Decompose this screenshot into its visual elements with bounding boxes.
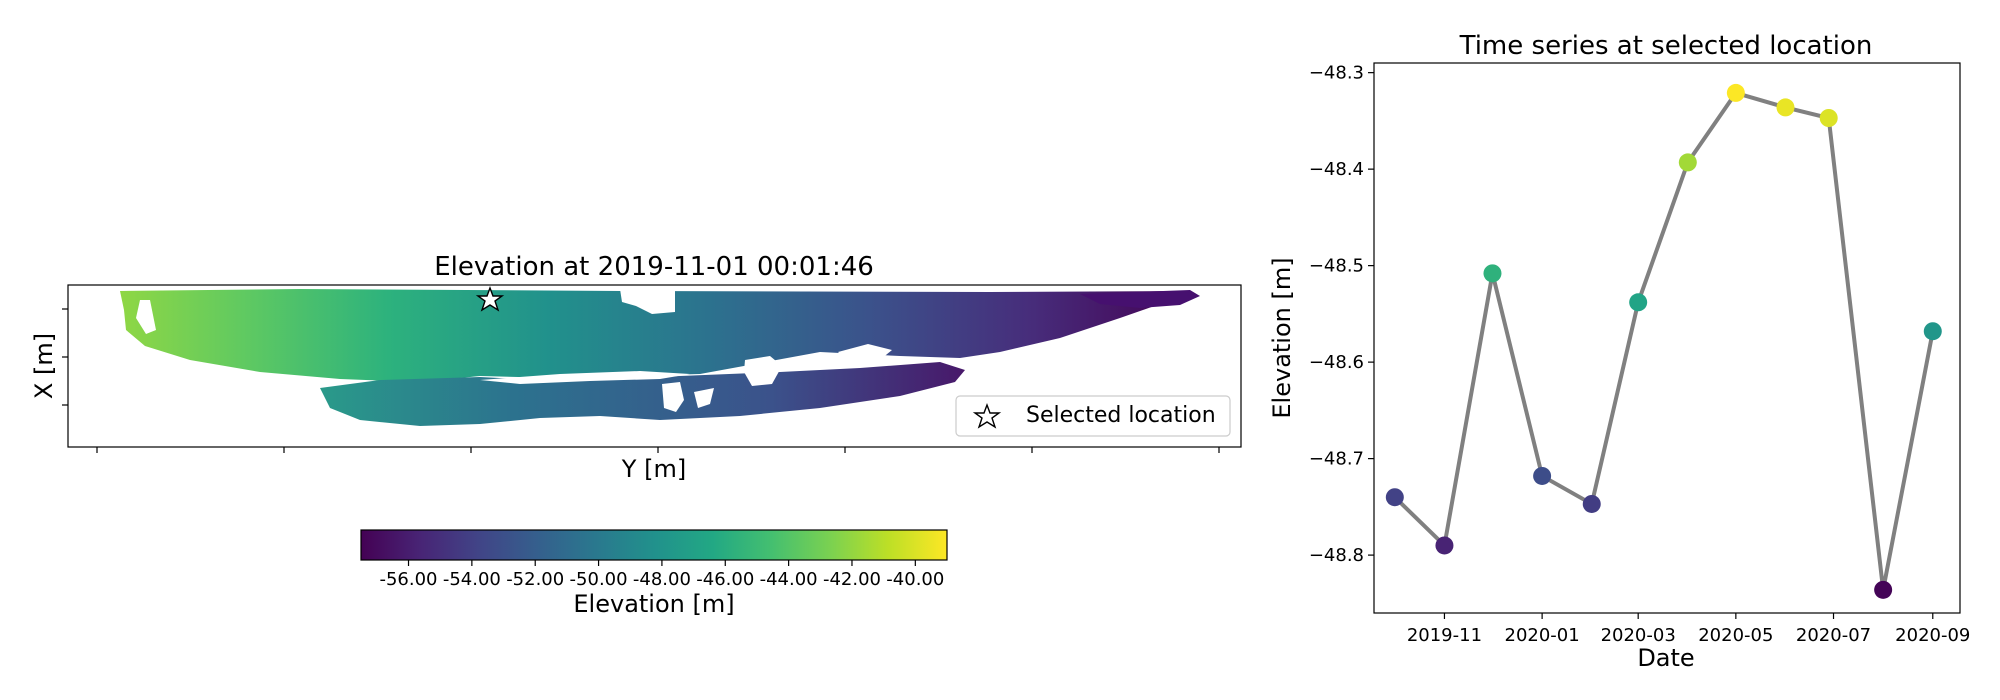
raster-lower-body <box>320 362 965 426</box>
raster-upper-body <box>120 289 1190 382</box>
ts-point <box>1776 98 1795 117</box>
raster-gap-b <box>838 344 892 364</box>
ts-y-tick-label: −48.8 <box>1309 545 1364 566</box>
ts-xlabel: Date <box>1637 644 1694 672</box>
map-legend: Selected location <box>955 395 1231 437</box>
elevation-raster <box>120 289 1200 426</box>
raster-gap-left <box>136 300 156 334</box>
elevation-map-panel: Elevation at 2019-11-01 00:01:46 <box>30 252 1242 618</box>
colorbar: -56.00 -54.00 -52.00 -50.00 -48.00 -46.00 -44.… <box>360 529 948 618</box>
colorbar-tick-label: -50.00 <box>570 569 628 590</box>
raster-gap-d <box>694 388 714 408</box>
map-ticks <box>62 308 1220 453</box>
map-ylabel: X [m] <box>30 333 58 399</box>
ts-x-ticks: 2019-11 2020-01 2020-03 2020-05 2020-07 2020-… <box>1407 613 1970 646</box>
ts-x-tick-label: 2020-01 <box>1505 625 1580 646</box>
colorbar-tick-label: -54.00 <box>443 569 501 590</box>
colorbar-ticks: -56.00 -54.00 -52.00 -50.00 -48.00 -46.00 -44.… <box>379 560 944 590</box>
colorbar-tick-label: -56.00 <box>379 569 437 590</box>
legend-star-icon <box>972 403 1002 429</box>
raster-gap-c <box>662 382 684 412</box>
raster-gap-channel <box>480 371 690 384</box>
ts-series-line <box>1393 90 1935 591</box>
ts-point <box>1819 109 1838 127</box>
colorbar-tick-label: -48.00 <box>633 569 691 590</box>
ts-y-tick-label: −48.6 <box>1309 352 1364 373</box>
ts-point <box>1582 494 1601 513</box>
ts-x-tick-label: 2020-09 <box>1895 625 1970 646</box>
timeseries-panel: Time series at selected location −48.3−4… <box>1268 31 1970 672</box>
ts-y-tick-label: −48.7 <box>1309 449 1364 470</box>
colorbar-gradient <box>360 529 948 561</box>
colorbar-tick-label: -44.00 <box>760 569 818 590</box>
colorbar-tick-label: -46.00 <box>696 569 754 590</box>
colorbar-tick-label: -52.00 <box>506 569 564 590</box>
map-xlabel: Y [m] <box>621 455 686 483</box>
raster-gap-a <box>744 356 782 386</box>
colorbar-tick-label: -42.00 <box>823 569 881 590</box>
ts-title: Time series at selected location <box>1459 31 1873 61</box>
ts-y-tick-label: −48.4 <box>1309 159 1364 180</box>
ts-point <box>1629 293 1648 312</box>
colorbar-tick-label: -40.00 <box>886 569 944 590</box>
ts-x-tick-label: 2020-07 <box>1796 625 1871 646</box>
ts-y-tick-label: −48.3 <box>1309 63 1364 84</box>
ts-point <box>1435 536 1454 555</box>
ts-point <box>1678 153 1697 172</box>
ts-point <box>1874 580 1893 599</box>
selected-location-star <box>475 286 505 312</box>
raster-right-tail <box>1080 290 1200 308</box>
colorbar-label: Elevation [m] <box>573 590 734 618</box>
raster-gap-top <box>620 289 675 314</box>
ts-x-tick-label: 2020-05 <box>1698 625 1773 646</box>
ts-x-tick-label: 2019-11 <box>1407 625 1482 646</box>
ts-point <box>1923 322 1942 341</box>
ts-point <box>1726 83 1745 102</box>
ts-ylabel: Elevation [m] <box>1268 257 1296 418</box>
map-title: Elevation at 2019-11-01 00:01:46 <box>434 252 874 282</box>
ts-x-tick-label: 2020-03 <box>1601 625 1676 646</box>
ts-y-tick-label: −48.5 <box>1309 256 1364 277</box>
legend-box <box>955 395 1231 437</box>
legend-entry: Selected location <box>1026 403 1216 428</box>
ts-point <box>1385 488 1404 507</box>
map-axes-frame <box>67 284 1242 448</box>
ts-y-ticks: −48.3 −48.4 −48.5 −48.6 −48.7 −48.8 <box>1309 63 1374 566</box>
ts-point <box>1533 466 1552 485</box>
ts-point <box>1483 264 1502 283</box>
ts-plot-area <box>1385 83 1942 599</box>
ts-axes-frame <box>1373 62 1961 614</box>
